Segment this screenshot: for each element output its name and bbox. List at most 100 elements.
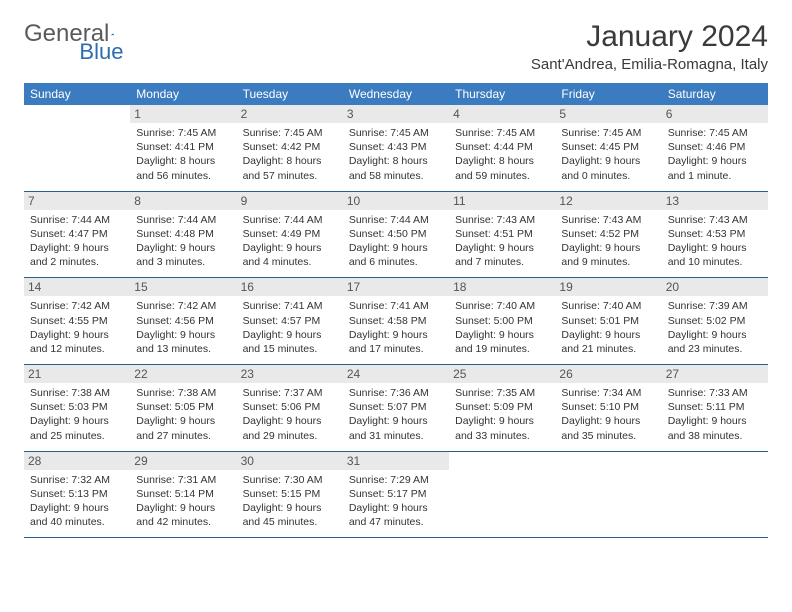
weekday-header: Sunday — [24, 83, 130, 105]
daylight-text: and 38 minutes. — [668, 429, 762, 443]
sunset-text: Sunset: 4:41 PM — [136, 140, 230, 154]
location-subtitle: Sant'Andrea, Emilia-Romagna, Italy — [531, 56, 768, 73]
daylight-text: and 2 minutes. — [30, 255, 124, 269]
calendar-body: 1Sunrise: 7:45 AMSunset: 4:41 PMDaylight… — [24, 105, 768, 538]
day-number: 6 — [662, 105, 768, 123]
calendar-day-cell: 15Sunrise: 7:42 AMSunset: 4:56 PMDayligh… — [130, 278, 236, 365]
sunset-text: Sunset: 4:49 PM — [243, 227, 337, 241]
day-number: 22 — [130, 365, 236, 383]
day-number: 3 — [343, 105, 449, 123]
daylight-text: Daylight: 9 hours — [349, 414, 443, 428]
sunset-text: Sunset: 5:17 PM — [349, 487, 443, 501]
calendar-day-cell: 22Sunrise: 7:38 AMSunset: 5:05 PMDayligh… — [130, 365, 236, 452]
calendar-week-row: 28 Sunrise: 7:32 AMSunset: 5:13 PM Dayligh… — [24, 451, 768, 538]
calendar-day-cell: 23Sunrise: 7:37 AMSunset: 5:06 PMDayligh… — [237, 365, 343, 452]
logo: General Blue — [24, 20, 181, 48]
sunrise-text: Sunrise: 7:45 AM — [668, 126, 762, 140]
daylight-text: and 9 minutes. — [561, 255, 655, 269]
title-block: January 2024 Sant'Andrea, Emilia-Romagna… — [531, 20, 768, 73]
day-number: 7 — [24, 192, 130, 210]
sunrise-text: Sunrise: 7:44 AM — [136, 213, 230, 227]
calendar-day-cell: 24Sunrise: 7:36 AMSunset: 5:07 PMDayligh… — [343, 365, 449, 452]
daylight-text: and 29 minutes. — [243, 429, 337, 443]
calendar-day-cell: 19Sunrise: 7:40 AMSunset: 5:01 PMDayligh… — [555, 278, 661, 365]
daylight-text: and 4 minutes. — [243, 255, 337, 269]
day-number: 19 — [555, 278, 661, 296]
sunset-text: Sunset: 4:43 PM — [349, 140, 443, 154]
sunrise-text: Sunrise: 7:44 AM — [243, 213, 337, 227]
calendar-day-cell: 20Sunrise: 7:39 AMSunset: 5:02 PMDayligh… — [662, 278, 768, 365]
daylight-text: Daylight: 9 hours — [668, 154, 762, 168]
calendar-header-row: Sunday Monday Tuesday Wednesday Thursday… — [24, 83, 768, 105]
daylight-text: Daylight: 9 hours — [243, 241, 337, 255]
day-number: 8 — [130, 192, 236, 210]
daylight-text: Daylight: 8 hours — [136, 154, 230, 168]
sunset-text: Sunset: 5:13 PM — [30, 487, 124, 501]
sunset-text: Sunset: 5:01 PM — [561, 314, 655, 328]
calendar-week-row: 1Sunrise: 7:45 AMSunset: 4:41 PMDaylight… — [24, 105, 768, 191]
day-number: 14 — [24, 278, 130, 296]
sunrise-text: Sunrise: 7:32 AM — [30, 473, 124, 487]
calendar-day-cell: 27Sunrise: 7:33 AMSunset: 5:11 PMDayligh… — [662, 365, 768, 452]
daylight-text: Daylight: 9 hours — [243, 501, 337, 515]
daylight-text: and 13 minutes. — [136, 342, 230, 356]
calendar-week-row: 14Sunrise: 7:42 AMSunset: 4:55 PMDayligh… — [24, 278, 768, 365]
daylight-text: and 57 minutes. — [243, 169, 337, 183]
daylight-text: and 6 minutes. — [349, 255, 443, 269]
day-number: 9 — [237, 192, 343, 210]
sunrise-text: Sunrise: 7:44 AM — [30, 213, 124, 227]
daylight-text: Daylight: 9 hours — [243, 328, 337, 342]
sunset-text: Sunset: 4:58 PM — [349, 314, 443, 328]
daylight-text: Daylight: 9 hours — [243, 414, 337, 428]
calendar-day-cell: 9 Sunrise: 7:44 AMSunset: 4:49 PMDaylight… — [237, 191, 343, 278]
weekday-header: Monday — [130, 83, 236, 105]
sunrise-text: Sunrise: 7:38 AM — [30, 386, 124, 400]
day-number: 26 — [555, 365, 661, 383]
sunset-text: Sunset: 5:07 PM — [349, 400, 443, 414]
day-number: 30 — [237, 452, 343, 470]
daylight-text: and 19 minutes. — [455, 342, 549, 356]
sunset-text: Sunset: 4:50 PM — [349, 227, 443, 241]
calendar-day-cell: 18Sunrise: 7:40 AMSunset: 5:00 PMDayligh… — [449, 278, 555, 365]
daylight-text: Daylight: 9 hours — [561, 414, 655, 428]
daylight-text: and 23 minutes. — [668, 342, 762, 356]
daylight-text: and 40 minutes. — [30, 515, 124, 529]
sunrise-text: Sunrise: 7:34 AM — [561, 386, 655, 400]
calendar-week-row: 7Sunrise: 7:44 AMSunset: 4:47 PMDaylight… — [24, 191, 768, 278]
weekday-header: Friday — [555, 83, 661, 105]
daylight-text: Daylight: 9 hours — [561, 328, 655, 342]
weekday-header: Wednesday — [343, 83, 449, 105]
day-number: 28 — [24, 452, 130, 470]
daylight-text: Daylight: 8 hours — [349, 154, 443, 168]
sunrise-text: Sunrise: 7:42 AM — [136, 299, 230, 313]
day-number: 13 — [662, 192, 768, 210]
daylight-text: and 47 minutes. — [349, 515, 443, 529]
calendar-day-cell: 4Sunrise: 7:45 AMSunset: 4:44 PMDaylight… — [449, 105, 555, 191]
sunset-text: Sunset: 4:45 PM — [561, 140, 655, 154]
calendar-day-cell: 12Sunrise: 7:43 AMSunset: 4:52 PMDayligh… — [555, 191, 661, 278]
daylight-text: and 21 minutes. — [561, 342, 655, 356]
daylight-text: Daylight: 9 hours — [668, 414, 762, 428]
sunset-text: Sunset: 4:51 PM — [455, 227, 549, 241]
sunset-text: Sunset: 5:11 PM — [668, 400, 762, 414]
daylight-text: Daylight: 8 hours — [243, 154, 337, 168]
calendar-day-cell: 16Sunrise: 7:41 AMSunset: 4:57 PMDayligh… — [237, 278, 343, 365]
sunrise-text: Sunrise: 7:39 AM — [668, 299, 762, 313]
sunset-text: Sunset: 5:09 PM — [455, 400, 549, 414]
daylight-text: and 25 minutes. — [30, 429, 124, 443]
sunrise-text: Sunrise: 7:33 AM — [668, 386, 762, 400]
daylight-text: and 10 minutes. — [668, 255, 762, 269]
weekday-header: Tuesday — [237, 83, 343, 105]
sunset-text: Sunset: 5:05 PM — [136, 400, 230, 414]
daylight-text: and 7 minutes. — [455, 255, 549, 269]
sunset-text: Sunset: 4:46 PM — [668, 140, 762, 154]
day-number: 23 — [237, 365, 343, 383]
sunset-text: Sunset: 4:53 PM — [668, 227, 762, 241]
sunrise-text: Sunrise: 7:45 AM — [455, 126, 549, 140]
sunrise-text: Sunrise: 7:45 AM — [136, 126, 230, 140]
daylight-text: Daylight: 9 hours — [30, 241, 124, 255]
calendar-day-cell: 25Sunrise: 7:35 AMSunset: 5:09 PMDayligh… — [449, 365, 555, 452]
sunset-text: Sunset: 5:15 PM — [243, 487, 337, 501]
daylight-text: Daylight: 9 hours — [668, 241, 762, 255]
day-number: 29 — [130, 452, 236, 470]
